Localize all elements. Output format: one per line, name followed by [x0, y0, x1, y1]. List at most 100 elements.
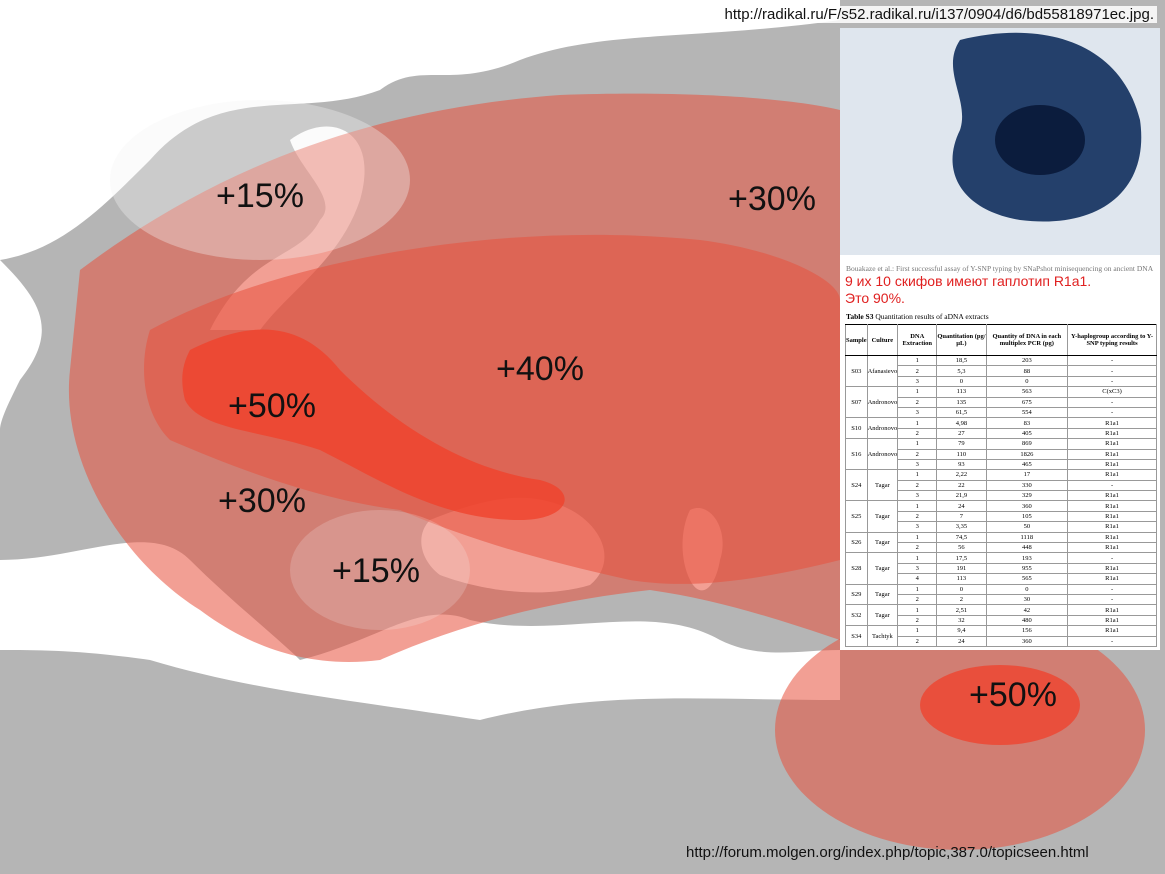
zone-15-south [290, 510, 470, 630]
cell: 83 [985, 417, 1069, 429]
table-title: Table S3 Quantitation results of aDNA ex… [846, 312, 1160, 321]
cell: 17,5 [936, 552, 987, 564]
header-cell: Y-haplogroup according to Y-SNP typing r… [1067, 324, 1157, 356]
cell: 480 [985, 614, 1069, 627]
cell: 2 [897, 542, 938, 554]
cell: 22 [936, 479, 987, 492]
cell: 1 [897, 531, 938, 544]
cell: R1a1 [1067, 573, 1157, 585]
cell: 2 [897, 593, 938, 606]
cell: - [1067, 396, 1157, 408]
table-row: S32 Tagar 1 2,51 42 R1a1 [845, 604, 1157, 627]
cell: 93 [936, 458, 987, 471]
sample-cell: S10 [845, 417, 868, 440]
cell: 135 [936, 396, 987, 408]
culture-cell: Andronovo [866, 417, 899, 440]
labels: +15% +30% +50% +40% +30% +15% +50% [216, 177, 1057, 714]
cell: R1a1 [1067, 510, 1157, 523]
cell: 329 [985, 490, 1069, 502]
cell: R1a1 [1067, 438, 1157, 450]
cell: R1a1 [1067, 531, 1157, 544]
cell: 5,3 [936, 365, 987, 377]
cell: 405 [985, 427, 1069, 440]
cell: 2,51 [936, 604, 987, 616]
cell: 1118 [985, 531, 1069, 544]
cell: 465 [985, 458, 1069, 471]
cell: 675 [985, 396, 1069, 408]
cell: 32 [936, 614, 987, 627]
cell: 0 [985, 583, 1069, 596]
cell: 2 [897, 365, 938, 377]
culture-cell: Afanasievo [866, 354, 899, 388]
cell: R1a1 [1067, 448, 1157, 460]
sample-cell: S34 [845, 625, 868, 647]
cell: 2 [897, 396, 938, 408]
header-cell: Quantity of DNA in each multiplex PCR (p… [985, 324, 1069, 356]
cell: 3 [897, 406, 938, 419]
zone-15-north [110, 100, 410, 260]
table-row: S28 Tagar 1 17,5 193- [845, 552, 1157, 585]
cell: 88 [985, 365, 1069, 377]
culture-cell: Tachtyk [866, 625, 899, 647]
table-row: 2 24 360- [846, 635, 1157, 647]
cell: - [1067, 552, 1157, 564]
cell: 30 [985, 593, 1069, 606]
cell: 2 [936, 593, 987, 606]
note: 9 их 10 скифов имеют гаплотип R1a1. [845, 273, 1092, 289]
sample-cell: S07 [845, 386, 868, 419]
cell: R1a1 [1067, 542, 1157, 554]
inset-panel: Bouakaze et al.: First successful assay … [840, 255, 1160, 650]
header-row: Sample Culture DNA Extraction Quantitation … [845, 324, 1157, 356]
cell: 193 [985, 552, 1069, 564]
cell: 4 [897, 573, 938, 585]
cell: - [1067, 406, 1157, 419]
cell: 2,22 [936, 469, 987, 481]
cell: 3 [897, 562, 938, 575]
culture-cell: Tagar [866, 583, 899, 606]
cell: - [1067, 635, 1157, 647]
culture-cell: Tagar [866, 604, 899, 627]
sample-cell: S16 [845, 438, 868, 471]
cell: R1a1 [1067, 604, 1157, 616]
cell: 42 [985, 604, 1069, 616]
cell: 4,98 [936, 417, 987, 429]
cell: R1a1 [1067, 427, 1157, 440]
culture-cell: Andronovo [866, 438, 899, 471]
cell: 24 [936, 500, 987, 512]
cell: 3 [897, 458, 938, 471]
cell: 113 [936, 573, 987, 585]
cell: 18,5 [936, 354, 987, 367]
cell: 0 [936, 583, 987, 596]
inset-core [995, 105, 1085, 175]
source-url: http://forum.molgen.org/index.php/topic,… [686, 844, 1089, 861]
cell: 1 [897, 552, 938, 564]
cell: 3 [897, 375, 938, 388]
cell: 955 [985, 562, 1069, 575]
table-row: S24 Tagar 1 2,22 17 R1a1 [845, 469, 1157, 502]
sample-cell: S32 [845, 604, 868, 627]
cell: 1 [897, 417, 938, 429]
cell: 191 [936, 562, 987, 575]
cell: 105 [985, 510, 1069, 523]
table-row: S25 Tagar 1 24 360 R1a1 [845, 500, 1157, 533]
cell: 1 [897, 625, 938, 637]
cell: 21,9 [936, 490, 987, 502]
cell: 3 [897, 490, 938, 502]
cell: 1 [897, 469, 938, 481]
zone-40 [144, 234, 841, 584]
cell: R1a1 [1067, 417, 1157, 429]
cell: R1a1 [1067, 500, 1157, 512]
cell: R1a1 [1067, 458, 1157, 471]
sample-cell: S28 [845, 552, 868, 585]
map-label: +50% [969, 676, 1057, 714]
caption: Bouakaze et al.: First successful assay … [846, 264, 1154, 273]
map-label: +40% [496, 350, 584, 388]
cell: 2 [897, 479, 938, 492]
zone-50-south [920, 665, 1080, 745]
cell: 56 [936, 542, 987, 554]
cell: 50 [985, 521, 1069, 533]
table: Sample Culture DNA Extraction Quantitation … [845, 324, 1157, 647]
culture-cell: Tagar [866, 500, 899, 533]
